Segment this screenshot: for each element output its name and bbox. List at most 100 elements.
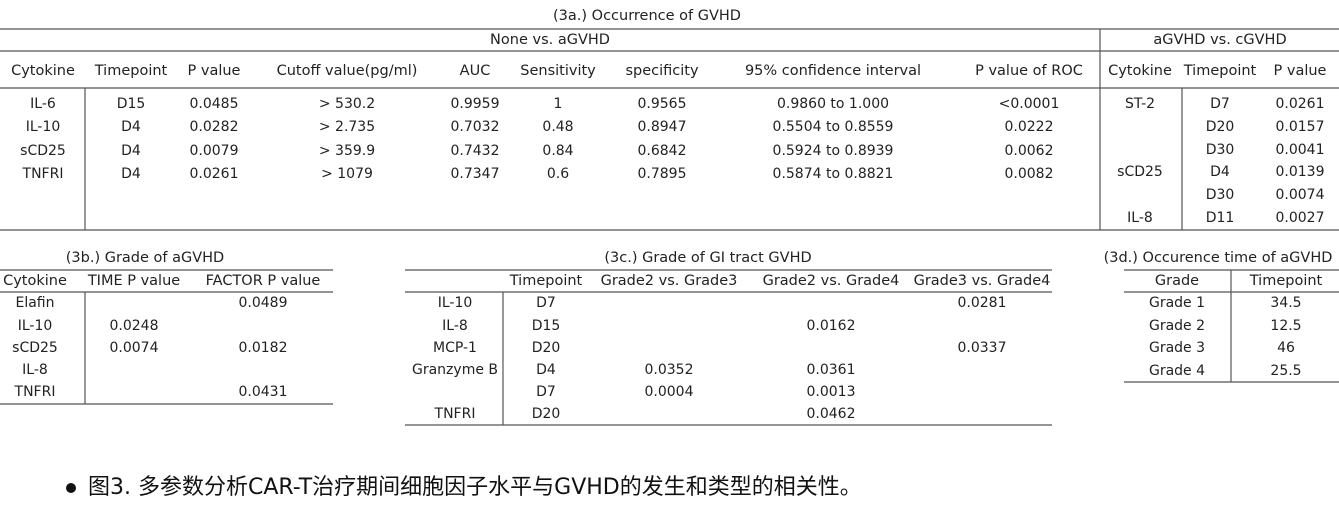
cell: IL-8 <box>1127 210 1153 226</box>
table-title: (3a.) Occurrence of GVHD <box>553 8 741 24</box>
cell: 0.0013 <box>807 384 856 400</box>
cell: 0.0222 <box>1005 119 1054 135</box>
cell: 0.0248 <box>110 318 159 334</box>
cell: 0.7347 <box>451 166 500 182</box>
cell: 0.9860 to 1.000 <box>777 96 889 112</box>
cell: 0.0485 <box>190 96 239 112</box>
cell: 0.0261 <box>190 166 239 182</box>
cell: 34.5 <box>1270 295 1301 311</box>
cell: 0.0489 <box>239 295 288 311</box>
cell: 0.84 <box>542 143 573 159</box>
cell: 0.6 <box>547 166 569 182</box>
column-header: 95% confidence interval <box>745 63 921 79</box>
cell: D20 <box>532 406 561 422</box>
cell: IL-10 <box>438 295 473 311</box>
cell: 0.0004 <box>645 384 694 400</box>
column-header: Grade <box>1155 273 1199 289</box>
cell: 1 <box>554 96 563 112</box>
cell: 0.5874 to 0.8821 <box>773 166 894 182</box>
cell: 0.5504 to 0.8559 <box>773 119 894 135</box>
column-header: P value of ROC <box>975 63 1083 79</box>
column-header: Cutoff value(pg/ml) <box>277 63 418 79</box>
caption: 图3. 多参数分析CAR-T治疗期间细胞因子水平与GVHD的发生和类型的相关性。 <box>88 475 862 500</box>
cell: IL-6 <box>30 96 56 112</box>
column-header: Sensitivity <box>520 63 596 79</box>
column-header: Timepoint <box>94 63 168 79</box>
cell: 0.0352 <box>645 362 694 378</box>
cell: 0.0261 <box>1276 96 1325 112</box>
cell: 0.0162 <box>807 318 856 334</box>
cell: D4 <box>536 362 556 378</box>
column-header: Timepoint <box>509 273 583 289</box>
cell: 0.7032 <box>451 119 500 135</box>
cell: D7 <box>536 384 556 400</box>
table-title: (3b.) Grade of aGVHD <box>66 250 224 266</box>
cell: Grade 1 <box>1149 295 1205 311</box>
cell: > 530.2 <box>319 96 375 112</box>
cell: Elafin <box>15 295 54 311</box>
cell: 0.0431 <box>239 384 288 400</box>
cell: 25.5 <box>1270 363 1301 379</box>
cell: 0.7432 <box>451 143 500 159</box>
cell: sCD25 <box>20 143 66 159</box>
column-header: Cytokine <box>3 273 67 289</box>
cell: > 359.9 <box>319 143 375 159</box>
cell: 0.0281 <box>958 295 1007 311</box>
column-header: Cytokine <box>1108 63 1172 79</box>
cell: D15 <box>117 96 146 112</box>
cell: D30 <box>1206 187 1235 203</box>
cell: <0.0001 <box>999 96 1060 112</box>
cell: D7 <box>536 295 556 311</box>
cell: 0.8947 <box>638 119 687 135</box>
cell: IL-8 <box>22 362 48 378</box>
cell: D15 <box>532 318 561 334</box>
cell: MCP-1 <box>433 340 477 356</box>
cell: 0.0139 <box>1276 164 1325 180</box>
cell: 0.0082 <box>1005 166 1054 182</box>
cell: 0.0074 <box>110 340 159 356</box>
column-header: Timepoint <box>1183 63 1257 79</box>
cell: 0.0041 <box>1276 142 1325 158</box>
cell: 0.0062 <box>1005 143 1054 159</box>
cell: IL-10 <box>26 119 61 135</box>
column-header: AUC <box>460 63 491 79</box>
column-header: P value <box>188 63 241 79</box>
cell: Granzyme B <box>412 362 498 378</box>
group-header: None vs. aGVHD <box>490 32 610 48</box>
cell: TNFRI <box>434 406 476 422</box>
cell: 12.5 <box>1270 318 1301 334</box>
cell: 0.0282 <box>190 119 239 135</box>
cell: sCD25 <box>1117 164 1163 180</box>
cell: 0.0079 <box>190 143 239 159</box>
cell: 0.6842 <box>638 143 687 159</box>
cell: 0.9959 <box>451 96 500 112</box>
cell: 0.7895 <box>638 166 687 182</box>
table-title: (3d.) Occurence time of aGVHD <box>1104 250 1333 266</box>
cell: 0.0182 <box>239 340 288 356</box>
cell: D11 <box>1206 210 1235 226</box>
cell: D20 <box>532 340 561 356</box>
cell: 0.0027 <box>1276 210 1325 226</box>
cell: D4 <box>1210 164 1230 180</box>
group-header: aGVHD vs. cGVHD <box>1153 32 1286 48</box>
cell: Grade 4 <box>1149 363 1205 379</box>
cell: IL-8 <box>442 318 468 334</box>
column-header: Grade3 vs. Grade4 <box>914 273 1051 289</box>
cell: D4 <box>121 166 141 182</box>
cell: 0.5924 to 0.8939 <box>773 143 894 159</box>
column-header: Cytokine <box>11 63 75 79</box>
cell: sCD25 <box>12 340 58 356</box>
cell: ST-2 <box>1125 96 1155 112</box>
column-header: specificity <box>625 63 698 79</box>
column-header: P value <box>1274 63 1327 79</box>
cell: D20 <box>1206 119 1235 135</box>
cell: IL-10 <box>18 318 53 334</box>
cell: 0.0462 <box>807 406 856 422</box>
cell: 0.9565 <box>638 96 687 112</box>
cell: Grade 2 <box>1149 318 1205 334</box>
cell: > 1079 <box>321 166 373 182</box>
table-title: (3c.) Grade of GI tract GVHD <box>604 250 811 266</box>
cell: D4 <box>121 143 141 159</box>
